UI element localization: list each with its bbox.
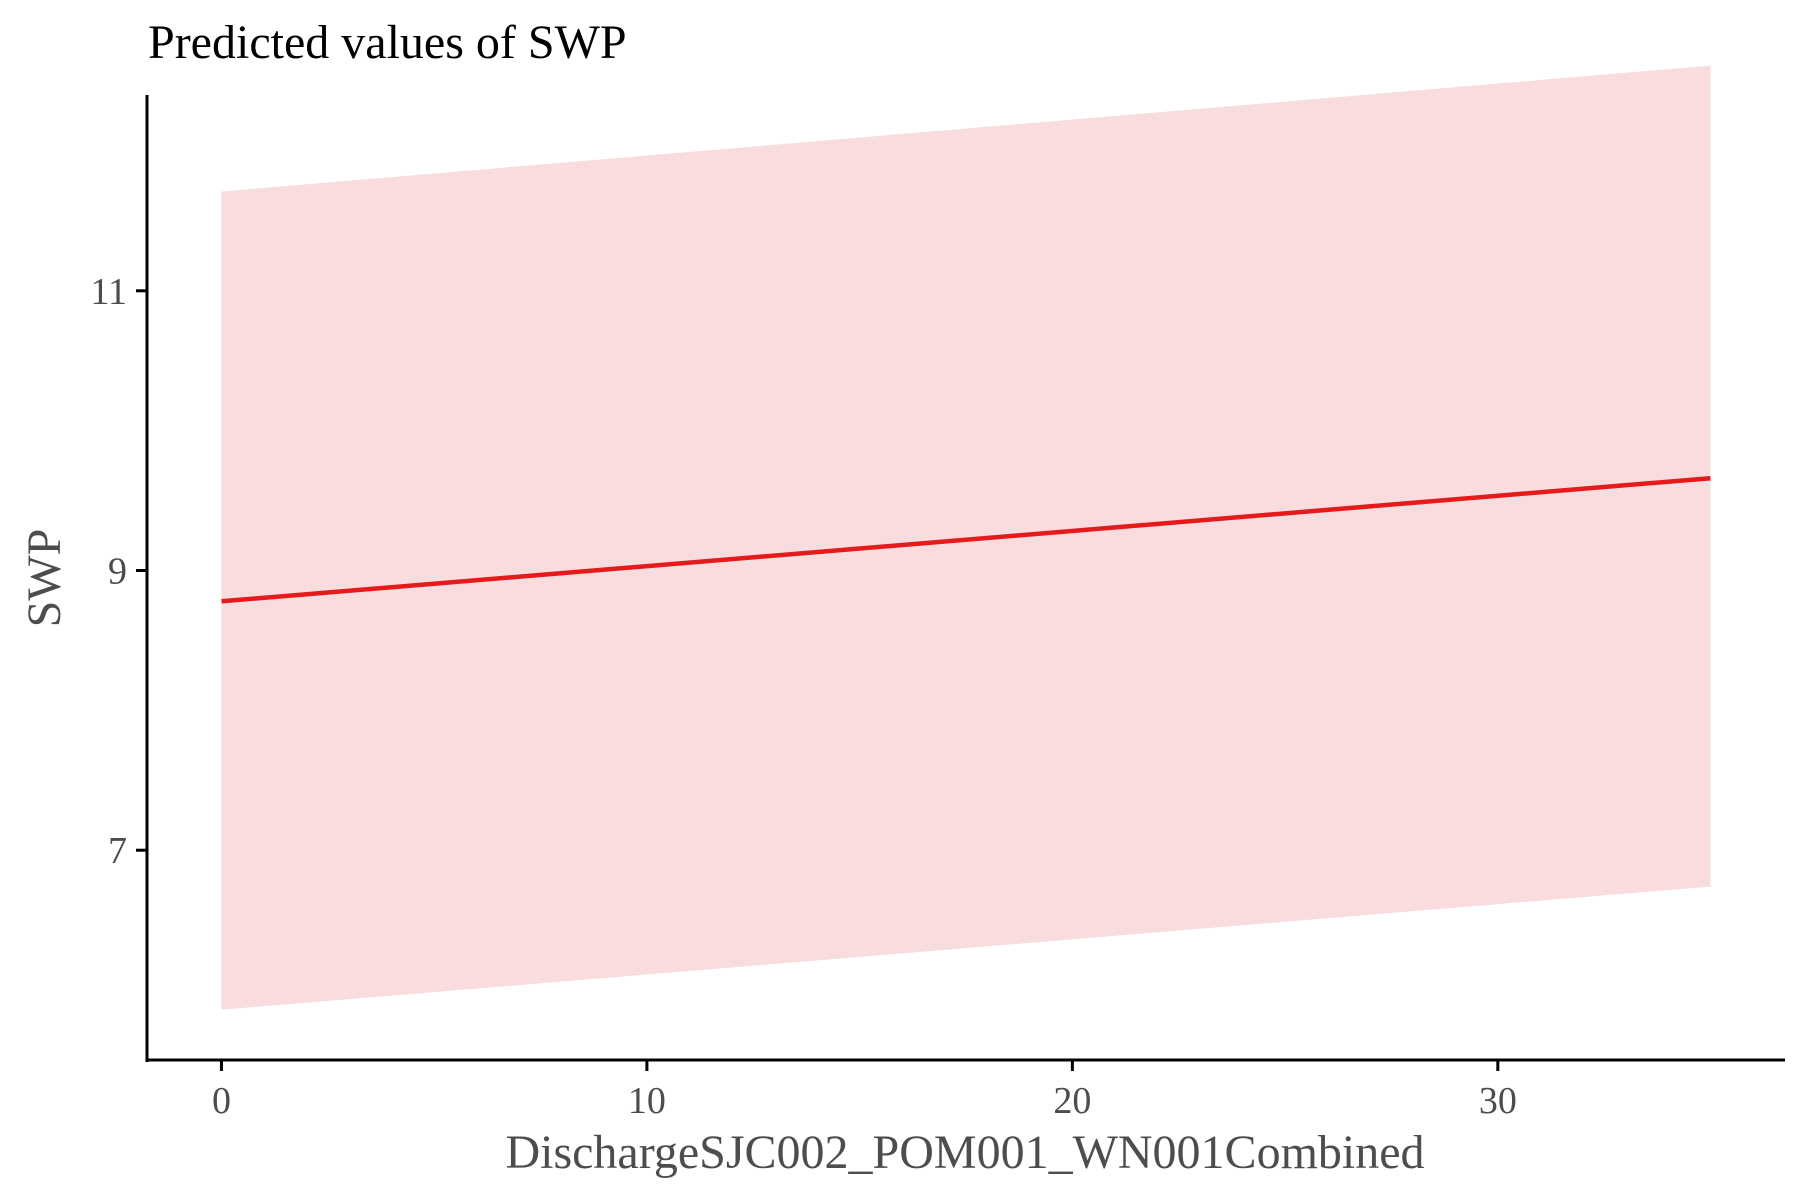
y-tick-label: 11 bbox=[90, 271, 127, 313]
plot-area bbox=[221, 65, 1711, 1010]
y-axis-ticks: 7 9 11 bbox=[90, 271, 147, 872]
chart-title: Predicted values of SWP bbox=[148, 16, 627, 69]
prediction-line bbox=[221, 475, 1711, 604]
y-axis-label: SWP bbox=[18, 529, 71, 628]
x-tick-label: 10 bbox=[628, 1080, 666, 1122]
x-tick-label: 30 bbox=[1479, 1080, 1517, 1122]
x-tick-label: 0 bbox=[212, 1080, 231, 1122]
x-tick-label: 20 bbox=[1053, 1080, 1091, 1122]
x-axis-label: DischargeSJC002_POM001_WN001Combined bbox=[505, 1126, 1424, 1179]
y-tick-label: 7 bbox=[108, 830, 127, 872]
x-axis-ticks: 0 10 20 30 bbox=[212, 1060, 1517, 1122]
y-tick-label: 9 bbox=[108, 551, 127, 593]
